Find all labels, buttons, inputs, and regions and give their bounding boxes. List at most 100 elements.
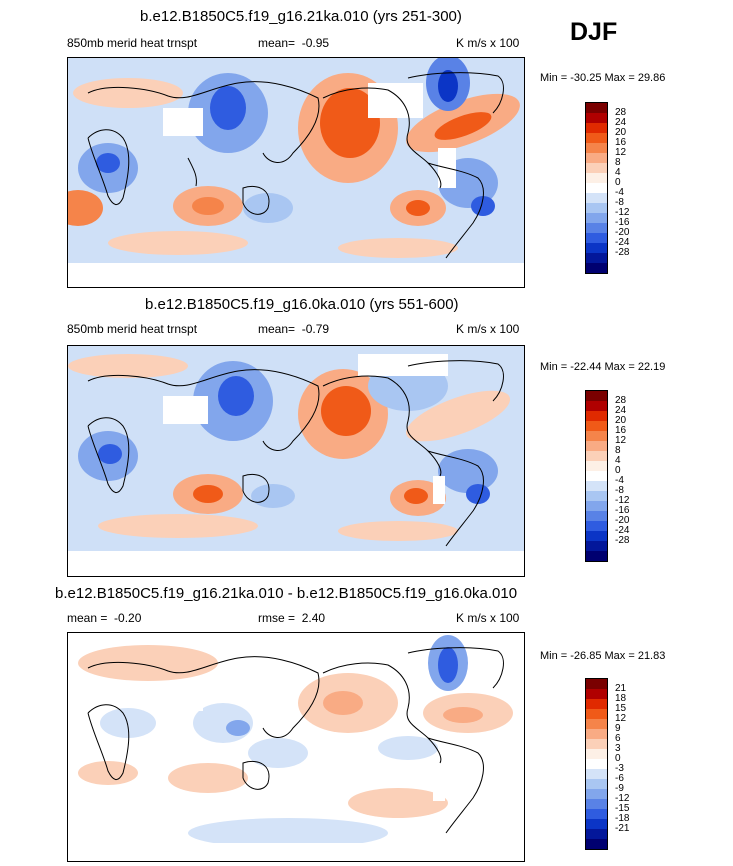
colorbar-tick-label: 28 (615, 395, 627, 406)
colorbar-tick-label: 20 (615, 415, 627, 426)
colorbar-swatch (586, 521, 607, 531)
colorbar-tick-label: 3 (615, 743, 621, 754)
panel-3-missing-land (68, 643, 524, 861)
colorbar-swatch (586, 551, 607, 561)
colorbar-tick-label: 24 (615, 405, 627, 416)
colorbar-swatch (586, 401, 607, 411)
panel-2-positive-anomalies (68, 354, 511, 541)
panel-2-units: K m/s x 100 (456, 322, 520, 336)
colorbar-tick-label: -4 (615, 475, 624, 486)
colorbar-tick-label: -24 (615, 237, 630, 248)
colorbar-tick-label: -9 (615, 783, 624, 794)
colorbar-swatch (586, 789, 607, 799)
panel-3-map (67, 632, 525, 862)
panel-3-mean-value: -0.20 (114, 611, 142, 625)
colorbar-swatch (586, 709, 607, 719)
colorbar-tick-label: 4 (615, 455, 621, 466)
colorbar-tick-label: 18 (615, 693, 627, 704)
season-label: DJF (570, 18, 618, 46)
colorbar-tick-label: -6 (615, 773, 624, 784)
colorbar-tick-label: -16 (615, 505, 630, 516)
panel-3-units: K m/s x 100 (456, 611, 520, 625)
colorbar-tick-label: -24 (615, 525, 630, 536)
colorbar-tick-label: 0 (615, 753, 621, 764)
panel-2-mean-value: -0.79 (301, 322, 330, 336)
colorbar-tick-label: -16 (615, 217, 630, 228)
colorbar-swatch (586, 441, 607, 451)
colorbar-swatch (586, 411, 607, 421)
colorbar-swatch (586, 263, 607, 273)
colorbar-swatch (586, 153, 607, 163)
colorbar-tick-label: 15 (615, 703, 627, 714)
colorbar-swatch (586, 759, 607, 769)
colorbar-swatch (586, 749, 607, 759)
colorbar-swatch (586, 511, 607, 521)
colorbar-tick-label: 8 (615, 445, 621, 456)
colorbar-tick-label: -20 (615, 515, 630, 526)
panel-1-coastlines (87, 72, 504, 259)
colorbar-tick-label: -4 (615, 187, 624, 198)
panel-1-mean-value: -0.95 (301, 36, 330, 50)
colorbar-swatch (586, 819, 607, 829)
colorbar-swatch (586, 829, 607, 839)
colorbar-swatch (586, 233, 607, 243)
colorbar-tick-label: 6 (615, 733, 621, 744)
colorbar-swatch (586, 243, 607, 253)
colorbar-tick-label: 21 (615, 683, 627, 694)
panel-3-rmse-value: 2.40 (301, 611, 326, 625)
colorbar-swatch (586, 123, 607, 133)
panel-3-rmse-label: rmse = 2.40 (258, 611, 326, 625)
colorbar-tick-label: 12 (615, 435, 627, 446)
colorbar-swatch (586, 203, 607, 213)
panel-3-negative-anomalies (100, 635, 468, 848)
colorbar-swatch (586, 719, 607, 729)
colorbar-swatch (586, 163, 607, 173)
panel-2-title: b.e12.B1850C5.f19_g16.0ka.010 (yrs 551-6… (145, 296, 459, 313)
panel-1-map (67, 57, 525, 288)
colorbar-swatch (586, 471, 607, 481)
panel-3-positive-anomalies (78, 645, 513, 818)
colorbar-swatch (586, 133, 607, 143)
colorbar-swatch (586, 391, 607, 401)
panel-2-minmax: Min = -22.44 Max = 22.19 (540, 361, 666, 373)
colorbar-tick-label: -28 (615, 247, 630, 258)
colorbar-tick-label: 8 (615, 157, 621, 168)
panel-1-colorbar (585, 102, 608, 274)
colorbar-tick-label: 28 (615, 107, 627, 118)
colorbar-tick-label: 12 (615, 713, 627, 724)
colorbar-swatch (586, 739, 607, 749)
colorbar-tick-label: -20 (615, 227, 630, 238)
colorbar-swatch (586, 809, 607, 819)
colorbar-tick-label: -12 (615, 207, 630, 218)
panel-1-units: K m/s x 100 (456, 36, 520, 50)
panel-3-title: b.e12.B1850C5.f19_g16.21ka.010 - b.e12.B… (55, 585, 518, 602)
colorbar-tick-label: 16 (615, 425, 627, 436)
colorbar-swatch (586, 193, 607, 203)
panel-3-minmax: Min = -26.85 Max = 21.83 (540, 650, 666, 662)
colorbar-swatch (586, 481, 607, 491)
panel-1-field-label: 850mb merid heat trnspt (67, 36, 198, 50)
colorbar-swatch (586, 729, 607, 739)
colorbar-swatch (586, 431, 607, 441)
colorbar-tick-label: -3 (615, 763, 624, 774)
panel-2-colorbar (585, 390, 608, 562)
colorbar-tick-label: 20 (615, 127, 627, 138)
colorbar-swatch (586, 839, 607, 849)
panel-2-map (67, 345, 525, 577)
colorbar-tick-label: -8 (615, 485, 624, 496)
panel-3-colorbar (585, 678, 608, 850)
colorbar-swatch (586, 421, 607, 431)
colorbar-swatch (586, 143, 607, 153)
colorbar-swatch (586, 799, 607, 809)
colorbar-tick-label: 0 (615, 465, 621, 476)
panel-1-positive-anomalies (68, 73, 520, 281)
colorbar-swatch (586, 501, 607, 511)
colorbar-tick-label: 4 (615, 167, 621, 178)
panel-1-minmax: Min = -30.25 Max = 29.86 (540, 72, 666, 84)
colorbar-swatch (586, 183, 607, 193)
colorbar-swatch (586, 461, 607, 471)
panel-2-coastlines (87, 360, 504, 547)
colorbar-swatch (586, 173, 607, 183)
colorbar-tick-label: 12 (615, 147, 627, 158)
panel-1-title: b.e12.B1850C5.f19_g16.21ka.010 (yrs 251-… (140, 8, 462, 25)
